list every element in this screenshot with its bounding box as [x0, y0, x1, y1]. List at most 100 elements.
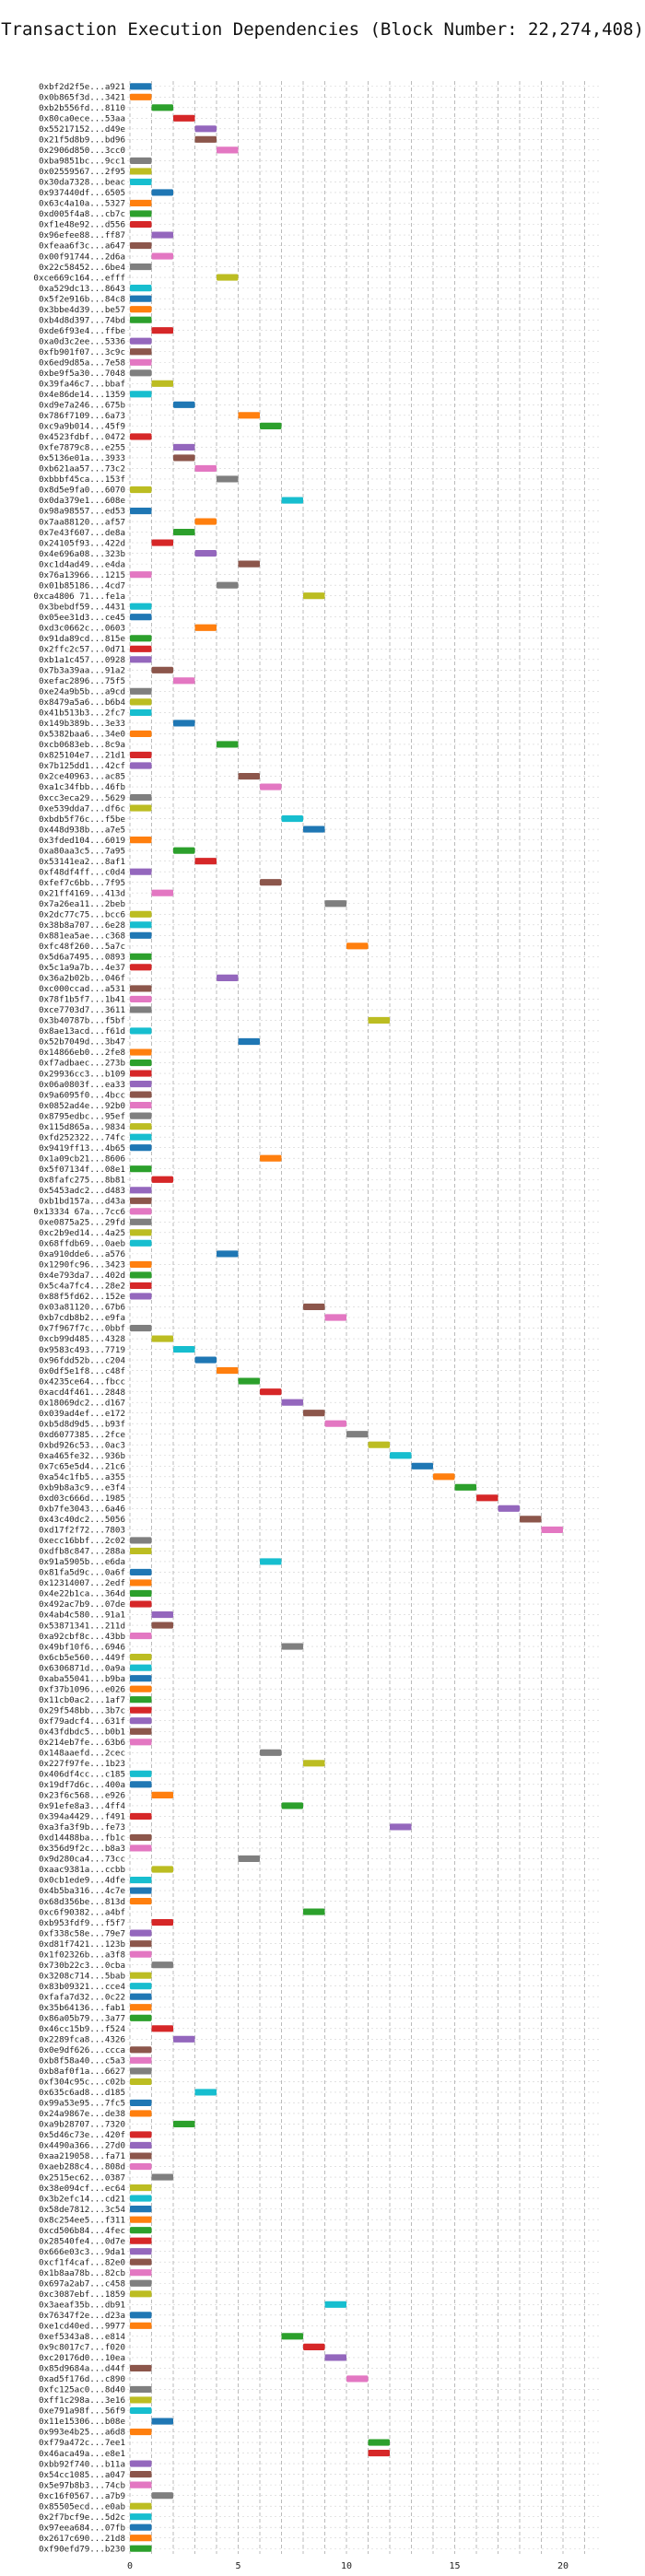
y-tick-label: 0x54cc1085...a047 [39, 2470, 125, 2480]
bar [130, 2056, 152, 2064]
bar [303, 825, 325, 833]
y-tick-label: 0xc9a9b014...45f9 [39, 422, 125, 432]
bar [238, 1037, 260, 1046]
bar [303, 2343, 325, 2350]
bar [130, 1739, 152, 1746]
bar [130, 2110, 152, 2117]
bar [390, 1452, 412, 1459]
bar [151, 1622, 173, 1629]
y-tick-label: 0x1a09cb21...8606 [39, 1153, 125, 1164]
bar [130, 921, 152, 929]
bar [151, 1961, 173, 1969]
y-tick-label: 0xbdb5f76c...f5be [39, 814, 125, 825]
y-tick-label: 0x24105f93...422d [39, 538, 125, 548]
bar [130, 1133, 152, 1141]
y-tick-label: 0x356d9f2c...b8a3 [39, 1844, 125, 1854]
y-tick-label: 0xfd252322...74fc [39, 1132, 125, 1142]
y-tick-label: 0x7f967f7c...0bbf [39, 1324, 125, 1334]
y-tick-label: 0x02559567...2f95 [39, 167, 125, 177]
y-tick-label: 0x76a13966...1215 [39, 570, 125, 580]
y-tick-label: 0xf79adcf4...631f [39, 1716, 125, 1727]
bar [130, 285, 152, 292]
bar [130, 2078, 152, 2085]
y-tick-label: 0x3bbe4d39...be57 [39, 305, 125, 315]
bar [194, 1356, 217, 1364]
y-tick-label: 0x8c254ee5...f311 [39, 2215, 125, 2225]
bar [130, 931, 152, 939]
y-tick-label: 0xa910dde6...a576 [39, 1249, 125, 1259]
y-tick-label: 0x91da89cd...815e [39, 634, 125, 644]
bar [194, 2089, 217, 2096]
bar [281, 1643, 303, 1650]
y-tick-label: 0x11e15306...b08e [39, 2417, 125, 2427]
bar [130, 1833, 152, 1842]
bar [260, 879, 282, 886]
y-tick-label: 0xff1c298a...3e16 [39, 2395, 125, 2406]
y-tick-label: 0xd9e7a246...675b [39, 401, 125, 411]
y-tick-label: 0x8fafc275...8b81 [39, 1175, 125, 1185]
bar [130, 804, 152, 812]
y-tick-label: 0x9c8017c7...f020 [39, 2343, 125, 2353]
bar [151, 2173, 173, 2181]
y-tick-label: 0xd81f7421...123b [39, 1939, 125, 1950]
bar [130, 1717, 152, 1725]
bar [281, 1802, 303, 1809]
bar [194, 858, 217, 865]
y-tick-label: 0x492ac7b9...07de [39, 1599, 125, 1610]
y-tick-label: 0x448d938b...a7e5 [39, 825, 125, 835]
bar [130, 2067, 152, 2075]
bar [324, 2301, 346, 2308]
bar [130, 2322, 152, 2329]
y-tick-label: 0x03a81120...67b6 [39, 1303, 125, 1313]
bar [130, 83, 152, 90]
y-tick-label: 0x3bebdf59...4431 [39, 602, 125, 612]
y-tick-label: 0x49bf10f6...6946 [39, 1642, 125, 1652]
y-tick-label: 0x68d356be...813d [39, 1897, 125, 1907]
y-tick-label: 0xcd506b84...4fec [39, 2226, 125, 2236]
y-tick-label: 0xe1cd40ed...9977 [39, 2322, 125, 2332]
y-tick-label: 0x4e696a08...323b [39, 549, 125, 559]
bar [130, 910, 152, 918]
y-tick-label: 0x993e4b25...a6d8 [39, 2428, 125, 2438]
bar [260, 422, 282, 429]
x-tick-label: 0 [127, 2561, 133, 2571]
y-tick-label: 0xc1d4ad49...e4da [39, 559, 125, 569]
bar [151, 539, 173, 546]
bar [130, 1218, 152, 1225]
y-tick-label: 0x28540fe4...0d7e [39, 2236, 125, 2246]
y-tick-label: 0xf79a472c...7ee1 [39, 2438, 125, 2448]
bar [130, 1006, 152, 1013]
y-tick-label: 0x1b8aa78b...82cb [39, 2268, 125, 2278]
bar [130, 1664, 152, 1671]
y-tick-label: 0xe791a98f...56f9 [39, 2406, 125, 2417]
y-tick-label: 0xbbbf45ca...153f [39, 474, 125, 485]
bar [130, 614, 152, 621]
y-tick-label: 0x35b64136...fab1 [39, 2003, 125, 2013]
y-tick-label: 0x2ffc2c57...0d71 [39, 644, 125, 654]
grid-lines [127, 81, 599, 2554]
bar [346, 1431, 369, 1438]
bar [130, 93, 152, 100]
y-tick-label: 0xb5d8d9d5...b93f [39, 1419, 125, 1429]
x-tick-label: 10 [341, 2561, 352, 2571]
bar [130, 2141, 152, 2149]
bar [130, 2385, 152, 2394]
y-tick-label: 0x5e97b8b3...74cb [39, 2480, 125, 2490]
y-tick-label: 0xb9b8a3c9...e3f4 [39, 1483, 126, 1493]
y-tick-label: 0xbf2d2f5e...a921 [39, 82, 125, 92]
y-tick-label: 0xce7703d7...3611 [39, 1005, 125, 1015]
y-tick-label: 0x80ca0ece...53aa [39, 114, 125, 124]
bar [303, 1303, 325, 1311]
bar [130, 1940, 152, 1948]
y-tick-label: 0x63c4a10a...5327 [39, 199, 125, 209]
bar [130, 2237, 152, 2244]
bar [151, 189, 173, 196]
bar [173, 847, 195, 854]
y-tick-label: 0x937440df...6505 [39, 188, 125, 198]
y-tick-label: 0xe24a9b5b...a9cd [39, 687, 125, 697]
y-tick-label: 0x8ae13acd...f61d [39, 1026, 125, 1036]
y-tick-label: 0xc3087ebf...1859 [39, 2289, 125, 2300]
bar [130, 1897, 152, 1905]
y-tick-label: 0x4235ce64...fbcc [39, 1376, 125, 1387]
y-tick-label: 0x2906d850...3cc0 [39, 146, 125, 156]
